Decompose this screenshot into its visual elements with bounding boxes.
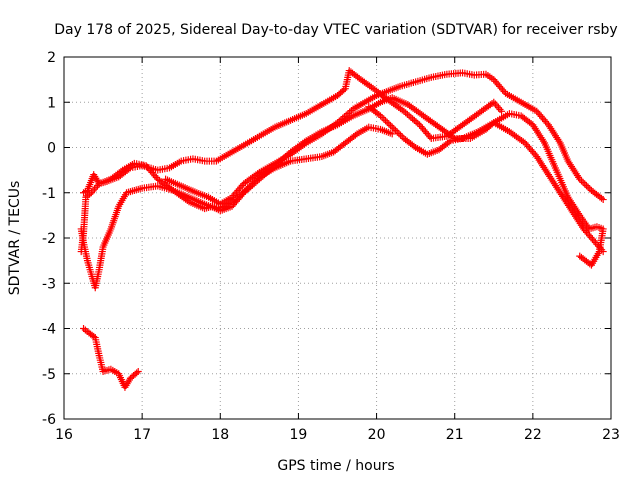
x-tick-label: 20 (368, 427, 386, 443)
data-point-marker (152, 173, 160, 181)
chart-title: Day 178 of 2025, Sidereal Day-to-day VTE… (54, 22, 617, 38)
data-point-marker (388, 130, 396, 138)
data-point-marker (392, 126, 400, 134)
data-point-marker (388, 123, 396, 131)
data-point-marker (579, 178, 587, 186)
data-point-marker (410, 142, 418, 150)
data-point-marker (498, 107, 506, 115)
data-point-marker (238, 190, 246, 198)
data-point-marker (340, 86, 348, 94)
data-point-marker (376, 112, 384, 120)
data-point-marker (125, 165, 133, 173)
data-layer (77, 67, 607, 391)
data-point-marker (383, 118, 391, 126)
y-tick-label: -4 (42, 322, 56, 338)
grid (64, 57, 611, 419)
data-point-marker (531, 151, 539, 159)
data-point-marker (577, 177, 585, 185)
data-point-marker (393, 128, 401, 136)
data-point-marker (238, 181, 246, 189)
series-trace-3 (80, 67, 506, 197)
data-point-marker (351, 131, 359, 139)
data-point-marker (590, 237, 598, 245)
y-tick-label: -2 (42, 231, 56, 247)
data-point-marker (445, 138, 453, 146)
y-axis-label: SDTVAR / TECUs (7, 181, 23, 296)
data-point-marker (599, 196, 607, 204)
data-point-marker (426, 133, 434, 141)
y-tick-label: 0 (47, 141, 56, 157)
data-point-marker (133, 369, 141, 377)
x-tick-label: 19 (290, 427, 308, 443)
x-tick-label: 18 (211, 427, 229, 443)
data-point-marker (134, 367, 142, 375)
data-point-marker (395, 130, 403, 138)
data-point-marker (380, 115, 388, 123)
ticks: 16 17 18 19 20 21 22 23 -6 -5 -4 -3 -2 -1 0 1 2 (42, 50, 620, 443)
data-point-marker (378, 113, 386, 121)
x-tick-label: 16 (55, 427, 73, 443)
x-axis-label: GPS time / hours (277, 458, 394, 474)
data-point-marker (387, 122, 395, 130)
y-tick-label: -3 (42, 276, 56, 292)
x-tick-label: 21 (446, 427, 464, 443)
data-point-marker (598, 194, 606, 202)
data-point-marker (385, 120, 393, 128)
y-tick-label: -6 (42, 412, 56, 428)
data-point-marker (582, 182, 590, 190)
data-point-marker (382, 117, 390, 125)
series-trace-4 (162, 69, 607, 208)
series-trace-6 (80, 325, 142, 391)
y-tick-label: 2 (47, 50, 56, 66)
y-tick-label: 1 (47, 95, 56, 111)
data-point-marker (576, 175, 584, 183)
data-point-marker (543, 119, 551, 127)
data-point-marker (397, 131, 405, 139)
data-point-marker (584, 183, 592, 191)
y-tick-label: -1 (42, 186, 56, 202)
data-point-marker (577, 253, 585, 261)
x-tick-label: 17 (133, 427, 151, 443)
series-trace-5 (365, 103, 607, 269)
x-tick-label: 23 (602, 427, 620, 443)
y-tick-label: -5 (42, 367, 56, 383)
data-point-marker (390, 125, 398, 133)
x-tick-label: 22 (524, 427, 542, 443)
data-point-marker (576, 252, 584, 260)
data-point-marker (581, 180, 589, 188)
